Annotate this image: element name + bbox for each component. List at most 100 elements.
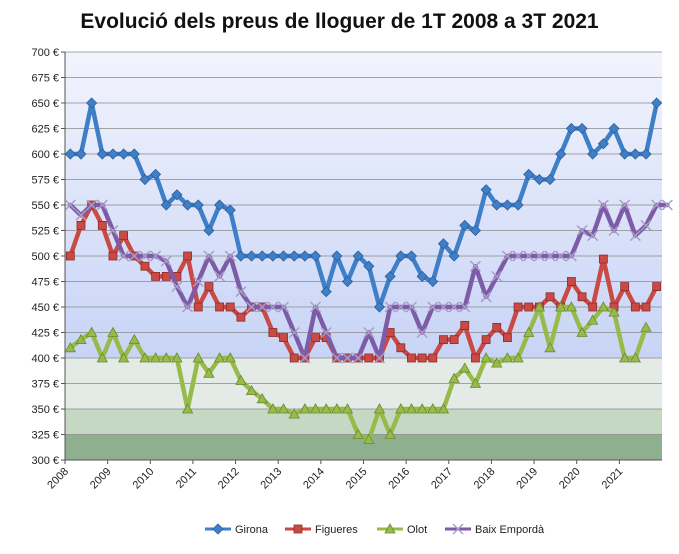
data-point-olot (160, 352, 172, 363)
data-point-baix-empord- (182, 301, 194, 313)
data-point-olot (448, 372, 460, 383)
x-marker-stroke (491, 270, 503, 282)
data-point-olot (85, 326, 98, 337)
data-point-girona (544, 173, 556, 186)
data-point-figueres (641, 302, 651, 312)
data-point-figueres (183, 251, 192, 261)
data-point-olot (416, 403, 428, 414)
legend-label: Girona (235, 524, 269, 536)
data-point-girona (640, 148, 652, 160)
legend-item-olot: Olot (377, 523, 427, 536)
data-point-olot (480, 352, 492, 363)
data-point-girona (128, 148, 140, 160)
x-marker-stroke (192, 275, 204, 288)
data-point-baix-empord- (619, 199, 631, 211)
data-point-girona (331, 250, 343, 262)
data-point-girona (75, 148, 87, 160)
x-marker-stroke (576, 224, 588, 237)
x-tick-label: 2011 (174, 466, 199, 491)
data-point-baix-empord- (86, 199, 98, 211)
data-point-olot (597, 301, 610, 312)
data-point-olot (309, 403, 322, 414)
data-point-baix-empord- (544, 250, 556, 262)
y-tick-label: 400 € (31, 353, 59, 365)
data-point-girona (491, 199, 503, 211)
data-point-baix-empord- (640, 219, 652, 231)
x-marker-stroke (629, 230, 641, 242)
data-point-baix-empord- (75, 209, 87, 221)
data-point-baix-empord- (480, 291, 492, 303)
data-point-girona (96, 148, 108, 160)
data-point-baix-empord- (235, 286, 247, 298)
data-point-girona (651, 97, 663, 109)
x-marker-stroke (96, 199, 108, 211)
data-point-baix-empord- (118, 250, 130, 262)
data-point-baix-empord- (341, 352, 354, 364)
x-marker-stroke (352, 352, 364, 364)
x-tick-label: 2013 (259, 466, 285, 492)
x-marker-stroke (118, 250, 130, 262)
y-tick-label: 450 € (31, 302, 59, 314)
data-point-girona (288, 250, 300, 262)
x-marker-stroke (203, 250, 215, 262)
data-point-baix-empord- (437, 301, 449, 313)
data-point-olot (587, 314, 599, 325)
data-point-girona (182, 199, 194, 211)
x-tick-label: 2019 (514, 466, 540, 492)
x-marker-stroke (405, 301, 418, 313)
data-point-baix-empord- (427, 301, 439, 313)
data-point-figueres (97, 220, 107, 230)
data-point-girona (597, 138, 609, 150)
x-marker-stroke (128, 250, 140, 262)
x-tick-label: 2008 (45, 466, 71, 492)
data-point-figueres (630, 302, 640, 312)
series-olot (64, 301, 652, 445)
data-point-olot (213, 352, 226, 363)
data-point-olot (512, 352, 524, 363)
x-marker-stroke (64, 199, 76, 211)
legend-item-figueres: Figueres (285, 524, 358, 536)
data-point-girona (192, 199, 204, 211)
y-tick-label: 325 € (31, 430, 59, 442)
data-point-figueres (652, 282, 662, 292)
data-point-girona (309, 250, 322, 262)
data-point-figueres (524, 302, 534, 312)
data-point-baix-empord- (139, 250, 151, 262)
data-point-olot (491, 357, 503, 368)
data-point-girona (555, 148, 567, 160)
x-marker-stroke (619, 199, 631, 211)
y-tick-label: 525 € (31, 226, 59, 238)
series-group (64, 97, 673, 445)
x-tick-label: 2010 (131, 466, 157, 492)
x-marker-stroke (651, 199, 663, 211)
data-point-figueres (566, 277, 576, 286)
data-point-girona (437, 238, 450, 250)
legend-item-girona: Girona (205, 523, 269, 536)
x-marker-stroke (320, 326, 332, 339)
data-point-baix-empord- (661, 199, 673, 211)
data-point-baix-empord- (107, 224, 119, 237)
x-marker-stroke (555, 250, 567, 262)
data-point-girona (277, 250, 290, 262)
x-marker-stroke (182, 301, 194, 313)
data-point-figueres (204, 282, 214, 292)
data-point-olot (576, 326, 588, 337)
x-marker-stroke (459, 301, 471, 313)
data-point-olot (277, 403, 290, 414)
x-tick-label: 2015 (344, 466, 370, 492)
data-point-baix-empord- (523, 250, 535, 262)
data-point-girona (267, 250, 279, 262)
data-point-girona (245, 250, 258, 262)
background-band (65, 409, 662, 435)
data-point-figueres (279, 333, 288, 343)
data-point-baix-empord- (416, 326, 428, 339)
data-point-baix-empord- (96, 199, 108, 211)
legend-label: Olot (407, 524, 427, 536)
x-tick-label: 2016 (386, 466, 412, 492)
data-point-figueres (311, 333, 320, 343)
x-marker-stroke (171, 281, 183, 293)
data-point-olot (533, 301, 546, 312)
data-point-olot (331, 403, 343, 414)
x-marker-stroke (384, 301, 396, 313)
data-point-figueres (439, 335, 448, 345)
